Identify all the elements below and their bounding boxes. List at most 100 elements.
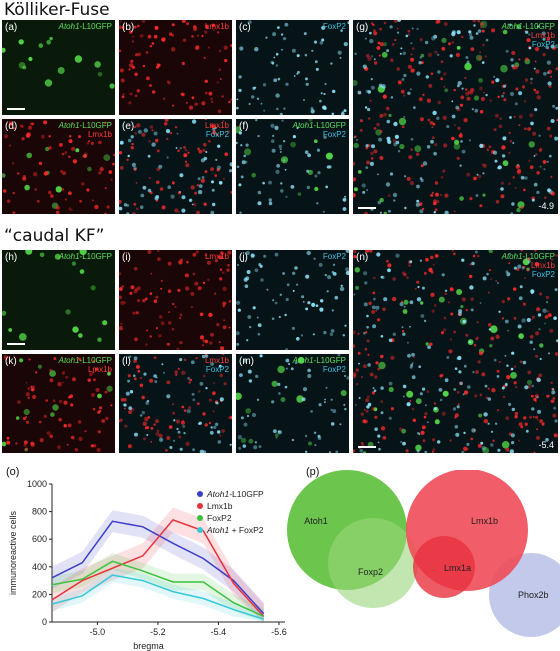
channel-labels-g: Atoh1-L10GFP Lmx1b FoxP2 xyxy=(502,22,555,49)
micrograph-panel-k: (k) Atoh1-L10GFP Lmx1b xyxy=(2,354,115,453)
channel-label: FoxP2 xyxy=(322,365,346,374)
legend-label-1: Lmx1b xyxy=(207,501,233,511)
y-tick-label: 200 xyxy=(32,589,47,599)
y-axis-label: immunoreactive cells xyxy=(8,510,18,595)
y-tick-label: 600 xyxy=(32,534,47,544)
micrograph-image-l xyxy=(119,354,232,453)
legend-marker-1 xyxy=(197,503,203,509)
line-chart: 0 200 400 600 800 1000 -5.0 -5.2 -5.4 -5.6 bregma i… xyxy=(8,479,287,651)
channel-labels-i: Lmx1b xyxy=(205,252,229,261)
micrograph-image-m xyxy=(236,354,349,453)
y-tick-label: 800 xyxy=(32,507,47,517)
channel-labels-j: FoxP2 xyxy=(323,252,346,261)
channel-label: Atoh1-L10GFP xyxy=(292,121,346,130)
series-line-0 xyxy=(51,520,265,615)
channel-labels-n: Atoh1-L10GFP Lmx1b FoxP2 xyxy=(502,252,555,279)
channel-label: FoxP2 xyxy=(531,40,555,49)
venn-label-foxp2: Foxp2 xyxy=(358,567,383,577)
micrograph-image-g xyxy=(353,20,558,214)
scale-bar xyxy=(358,207,376,209)
series-band-2 xyxy=(52,553,264,622)
legend-marker-2 xyxy=(197,515,203,521)
micrograph-image-a xyxy=(2,20,115,115)
channel-label: FoxP2 xyxy=(322,130,346,139)
y-tick-label: 0 xyxy=(42,617,47,627)
channel-labels-m: Atoh1-L10GFP FoxP2 xyxy=(293,356,346,374)
channel-labels-f: Atoh1-L10GFP FoxP2 xyxy=(293,121,346,139)
micrograph-panel-i: (i) Lmx1b xyxy=(119,250,232,350)
channel-label: Lmx1b xyxy=(204,22,229,31)
panel-letter-f: (f) xyxy=(239,121,249,132)
channel-label: Atoh1-L10GFP xyxy=(58,121,112,130)
y-tick-label: 400 xyxy=(32,562,47,572)
venn-label-lmx1b: Lmx1b xyxy=(471,516,498,526)
micrograph-panel-d: (d) Atoh1-L10GFP Lmx1b xyxy=(2,119,115,214)
micrograph-panel-a: (a) Atoh1-L10GFP xyxy=(2,20,115,115)
micrograph-panel-b: (b) Lmx1b xyxy=(119,20,232,115)
series-band-1 xyxy=(52,507,264,622)
channel-labels-l: Lmx1b FoxP2 xyxy=(205,356,229,374)
channel-label: Lmx1b xyxy=(204,121,229,130)
legend-marker-3 xyxy=(197,527,203,533)
channel-labels-d: Atoh1-L10GFP Lmx1b xyxy=(59,121,112,139)
panel-letter-l: (l) xyxy=(122,356,131,367)
channel-labels-b: Lmx1b xyxy=(205,22,229,31)
channel-labels-a: Atoh1-L10GFP xyxy=(59,22,112,31)
channel-label: Lmx1b xyxy=(87,130,112,139)
y-tick-label: 1000 xyxy=(27,479,47,489)
channel-labels-k: Atoh1-L10GFP Lmx1b xyxy=(59,356,112,374)
channel-label: Lmx1b xyxy=(87,365,112,374)
micrograph-image-j xyxy=(236,250,349,350)
legend-label-2: FoxP2 xyxy=(207,513,232,523)
micrograph-panel-h: (h) Atoh1-L10GFP xyxy=(2,250,115,350)
channel-labels-e: Lmx1b FoxP2 xyxy=(205,121,229,139)
panel-letter-p: (p) xyxy=(306,466,320,478)
micrograph-panel-l: (l) Lmx1b FoxP2 xyxy=(119,354,232,453)
channel-label: Lmx1b xyxy=(204,356,229,365)
x-axis-label: bregma xyxy=(133,641,164,651)
micrograph-image-f xyxy=(236,119,349,214)
venn-circle-foxp2 xyxy=(328,518,418,608)
x-tick-label: -5.2 xyxy=(150,627,166,637)
channel-label: Atoh1-L10GFP xyxy=(58,356,112,365)
series-line-1 xyxy=(51,519,265,618)
legend-marker-0 xyxy=(197,491,203,497)
section-title-caudal-kf: “caudal KF” xyxy=(4,226,105,246)
series-line-3 xyxy=(51,574,265,620)
channel-label: FoxP2 xyxy=(322,22,346,31)
micrograph-image-h xyxy=(2,250,115,350)
channel-label: Lmx1b xyxy=(530,261,555,270)
micrograph-panel-e: (e) Lmx1b FoxP2 xyxy=(119,119,232,214)
micrograph-image-n xyxy=(353,250,558,453)
micrograph-image-i xyxy=(119,250,232,350)
channel-label: Lmx1b xyxy=(204,252,229,261)
panel-letter-a: (a) xyxy=(5,22,18,33)
venn-label-phox2b: Phox2b xyxy=(518,590,549,600)
scale-bar xyxy=(7,343,25,345)
scale-bar xyxy=(358,446,376,448)
scale-bar xyxy=(7,108,25,110)
venn-diagram: Atoh1 Foxp2 Lmx1b Lmx1a Phox2b xyxy=(287,470,560,637)
legend-label-0: Atoh1-L10GFP xyxy=(206,489,264,499)
micrograph-panel-n: (n) Atoh1-L10GFP Lmx1b FoxP2 -5.4 xyxy=(353,250,558,453)
micrograph-panel-f: (f) Atoh1-L10GFP FoxP2 xyxy=(236,119,349,214)
micrograph-image-c xyxy=(236,20,349,115)
x-tick-label: -5.6 xyxy=(271,627,287,637)
channel-label: Atoh1-L10GFP xyxy=(501,22,555,31)
micrograph-image-k xyxy=(2,354,115,453)
panel-letter-m: (m) xyxy=(239,356,254,367)
bregma-level-g: -4.9 xyxy=(538,201,554,211)
panel-letter-c: (c) xyxy=(239,22,251,33)
channel-labels-h: Atoh1-L10GFP xyxy=(59,252,112,261)
micrograph-image-e xyxy=(119,119,232,214)
panel-letter-b: (b) xyxy=(122,22,135,33)
micrograph-panel-c: (c) FoxP2 xyxy=(236,20,349,115)
micrograph-image-b xyxy=(119,20,232,115)
panel-letter-k: (k) xyxy=(5,356,17,367)
panel-letter-g: (g) xyxy=(356,22,369,33)
channel-label: Lmx1b xyxy=(530,31,555,40)
panel-letter-n: (n) xyxy=(356,252,369,263)
micrograph-panel-g: (g) Atoh1-L10GFP Lmx1b FoxP2 -4.9 xyxy=(353,20,558,214)
panel-letter-i: (i) xyxy=(122,252,131,263)
micrograph-panel-m: (m) Atoh1-L10GFP FoxP2 xyxy=(236,354,349,453)
